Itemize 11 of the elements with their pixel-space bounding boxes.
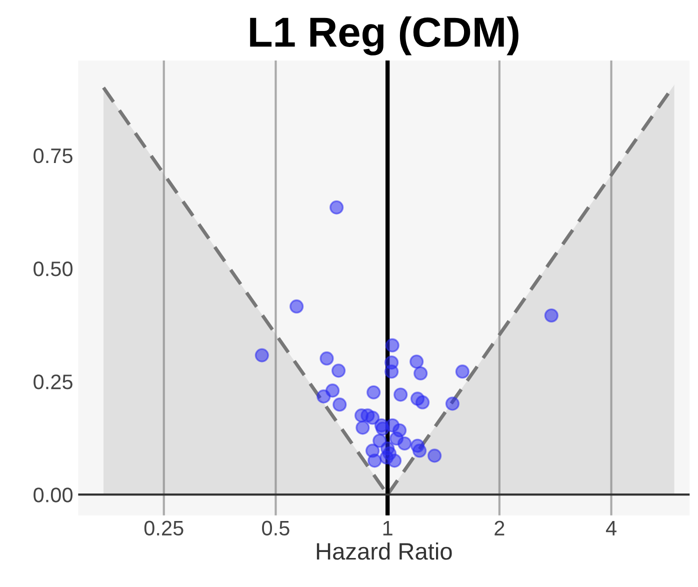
y-tick-label: 0.50 bbox=[34, 261, 73, 276]
x-axis-title: Hazard Ratio bbox=[316, 542, 452, 560]
x-tick-label: 4 bbox=[606, 521, 616, 536]
x-tick-label: 0.5 bbox=[262, 520, 290, 536]
x-tick-label: 2 bbox=[494, 520, 504, 536]
y-tick-label: 0.25 bbox=[34, 374, 72, 390]
y-tick-label: 0.00 bbox=[34, 488, 73, 502]
x-tick-label: 0.25 bbox=[144, 520, 184, 536]
chart-title: L1 Reg (CDM) bbox=[250, 16, 518, 56]
x-tick-label: 1 bbox=[383, 521, 392, 536]
y-tick-label: 0.75 bbox=[34, 148, 72, 164]
